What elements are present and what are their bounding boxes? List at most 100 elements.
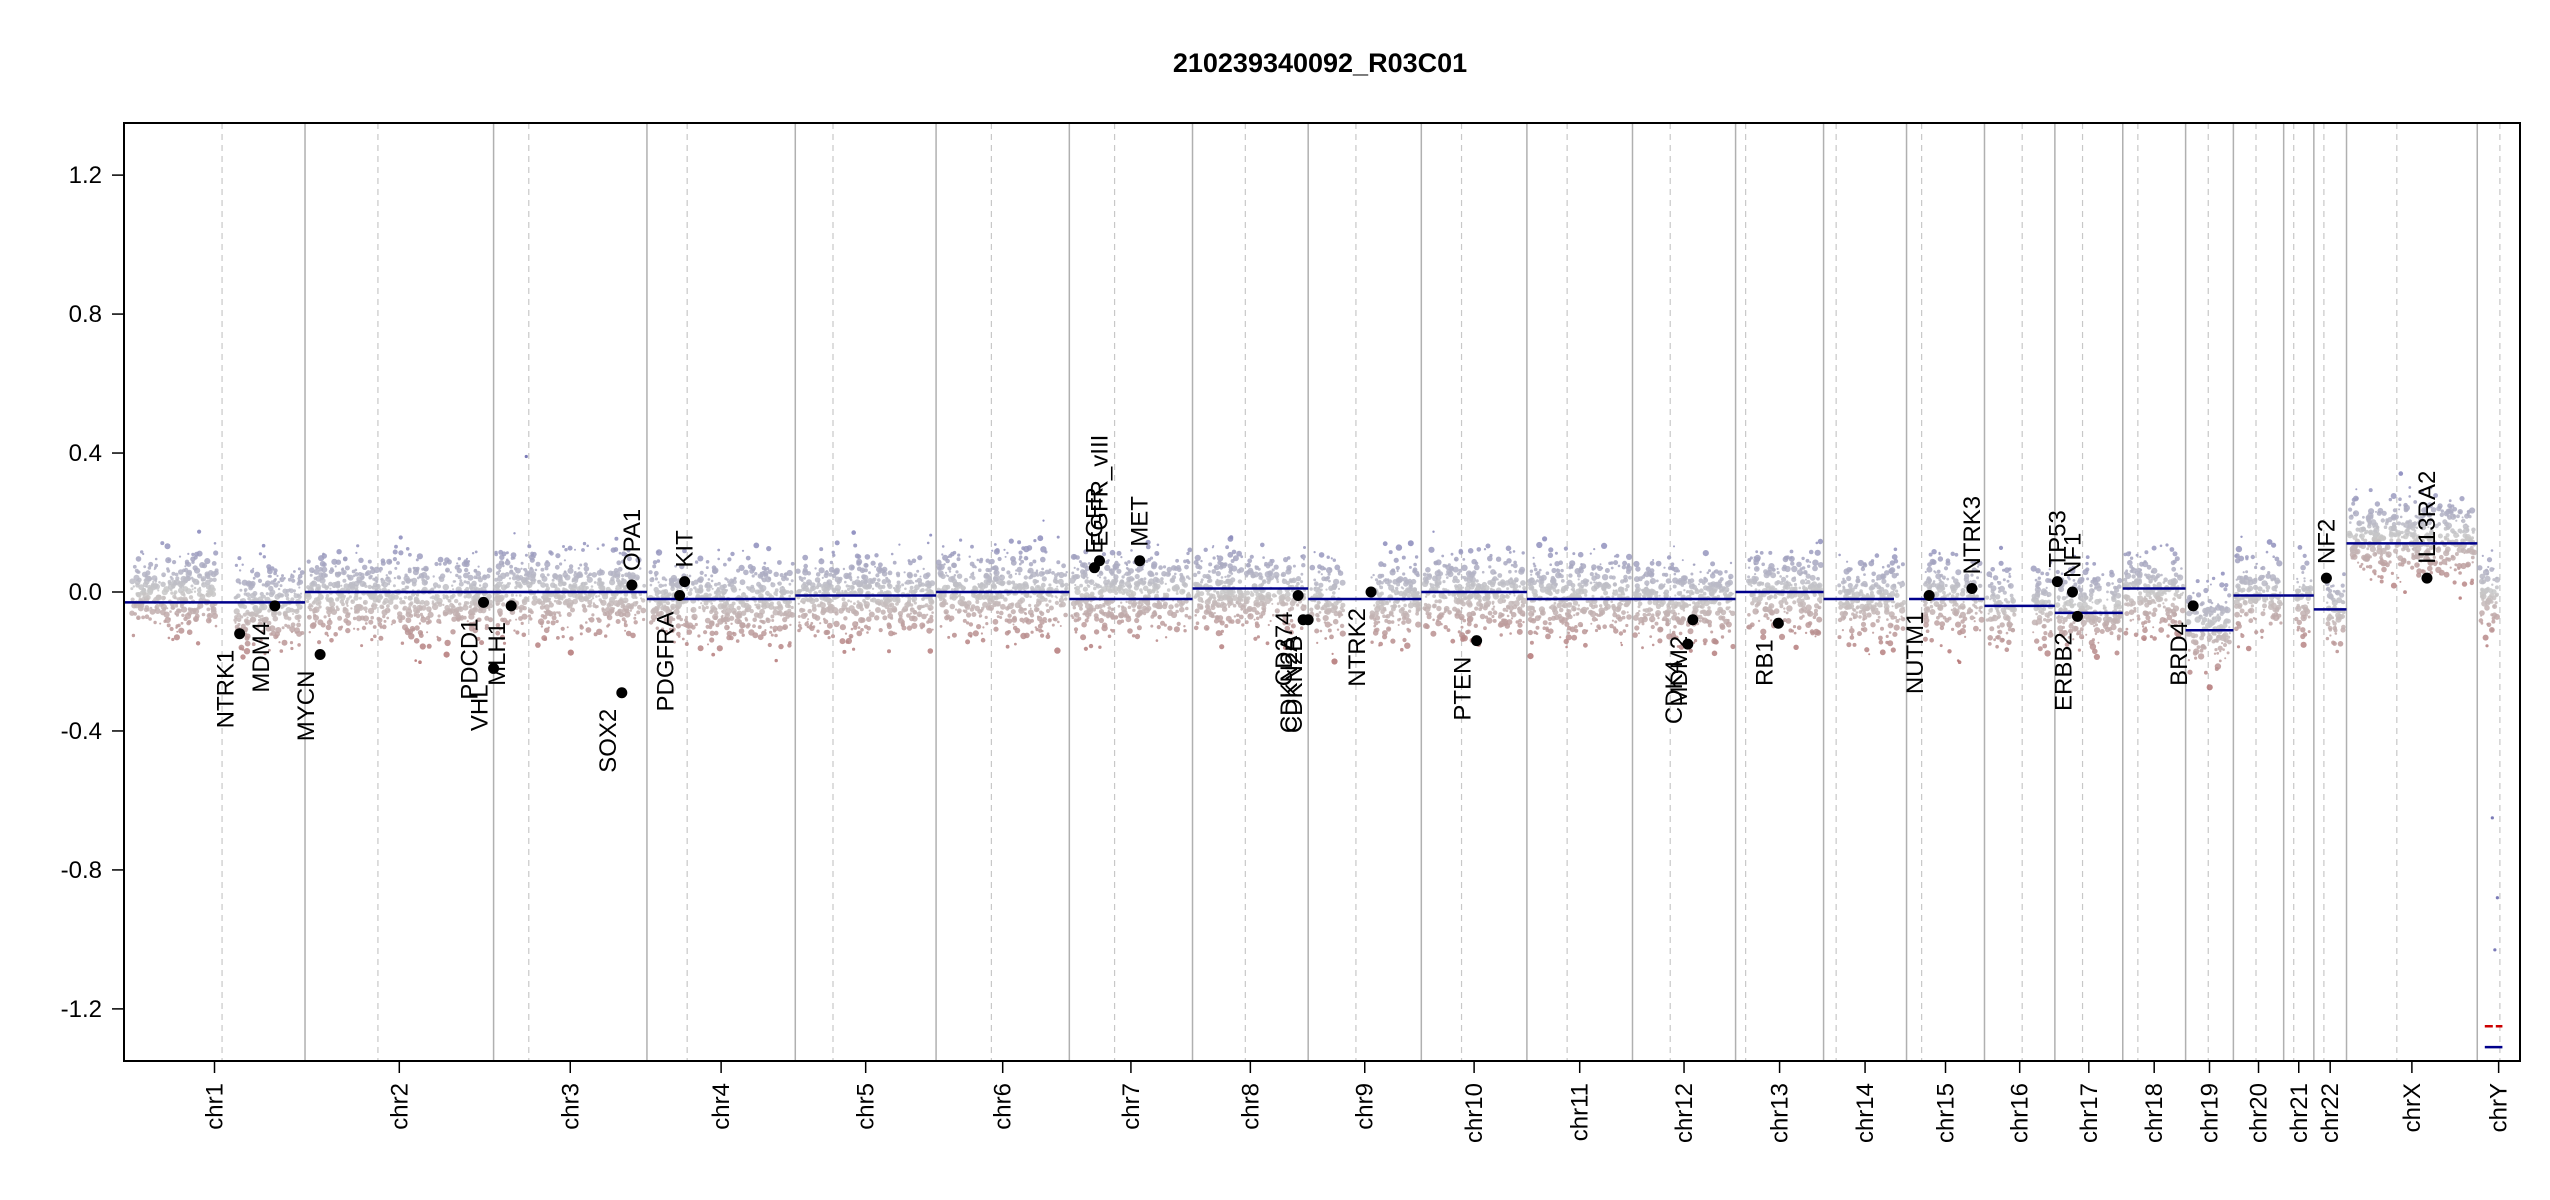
probe-point: [1425, 567, 1431, 573]
probe-point: [869, 598, 874, 603]
probe-point: [299, 592, 303, 595]
probe-point: [632, 576, 635, 580]
probe-point: [379, 625, 383, 629]
probe-point: [962, 609, 966, 612]
probe-point: [672, 577, 677, 583]
probe-point: [1084, 579, 1090, 584]
probe-point: [498, 614, 502, 617]
probe-point: [386, 576, 390, 579]
probe-point: [166, 623, 171, 628]
probe-point: [1595, 618, 1598, 621]
probe-point: [132, 564, 137, 569]
probe-point: [1240, 604, 1246, 610]
probe-point: [500, 617, 505, 622]
probe-point: [1134, 633, 1141, 640]
probe-point: [1212, 556, 1216, 560]
probe-point: [1080, 634, 1087, 641]
probe-point: [571, 580, 574, 583]
probe-point: [1318, 592, 1323, 597]
probe-point: [1323, 567, 1327, 571]
probe-point: [1000, 603, 1006, 610]
probe-point: [819, 622, 822, 625]
probe-point: [242, 612, 247, 617]
probe-point: [277, 587, 281, 591]
probe-point: [1386, 626, 1392, 632]
probe-point: [877, 578, 881, 582]
probe-point: [158, 581, 161, 584]
probe-point: [467, 571, 471, 575]
probe-point: [1007, 630, 1011, 634]
probe-point: [756, 605, 761, 610]
probe-point: [408, 602, 413, 607]
probe-point: [1285, 580, 1291, 586]
probe-point: [999, 616, 1003, 619]
probe-point: [971, 576, 976, 580]
probe-point: [593, 581, 597, 584]
probe-point: [212, 577, 217, 582]
probe-point: [949, 603, 956, 610]
probe-point: [191, 588, 194, 591]
probe-point: [854, 553, 860, 559]
probe-point: [390, 623, 393, 626]
probe-point: [745, 555, 751, 561]
probe-point: [414, 625, 420, 631]
probe-point: [1228, 589, 1234, 596]
probe-point: [1458, 568, 1463, 573]
probe-point: [941, 545, 945, 548]
probe-point: [1024, 607, 1027, 611]
probe-point: [1140, 577, 1144, 582]
probe-point: [903, 571, 906, 574]
probe-point: [637, 604, 642, 610]
probe-point: [715, 623, 720, 628]
probe-point: [518, 594, 522, 597]
probe-point: [1060, 595, 1064, 599]
probe-point: [953, 594, 957, 597]
probe-point: [334, 582, 340, 588]
probe-point: [404, 629, 411, 636]
probe-point: [1174, 603, 1179, 608]
probe-point: [911, 622, 918, 630]
probe-point: [370, 615, 375, 620]
probe-point: [1064, 586, 1069, 590]
probe-point: [927, 582, 932, 586]
probe-point: [1474, 606, 1479, 611]
probe-point: [698, 576, 704, 583]
probe-point: [1395, 544, 1403, 551]
probe-point: [1033, 539, 1037, 543]
probe-point: [928, 607, 932, 611]
probe-point: [363, 601, 367, 605]
probe-point: [237, 556, 242, 561]
probe-point: [548, 600, 552, 605]
probe-point: [1509, 632, 1512, 635]
probe-point: [1030, 619, 1034, 623]
probe-point: [660, 589, 667, 596]
probe-point: [1267, 623, 1270, 627]
probe-point: [823, 629, 829, 636]
probe-point: [913, 573, 918, 578]
probe-point: [133, 612, 137, 616]
probe-point: [268, 591, 274, 598]
probe-point: [1422, 572, 1427, 577]
probe-point: [137, 570, 141, 574]
probe-point: [881, 566, 888, 573]
probe-point: [1330, 557, 1333, 560]
probe-point: [1487, 555, 1493, 562]
probe-point: [149, 606, 153, 610]
probe-point: [209, 577, 214, 583]
probe-point: [306, 559, 311, 564]
probe-point: [1056, 585, 1059, 588]
probe-point: [197, 529, 202, 534]
probe-point: [720, 615, 724, 619]
probe-point: [404, 573, 408, 577]
probe-point: [397, 576, 402, 580]
probe-point: [1540, 580, 1543, 584]
probe-point: [1125, 600, 1128, 604]
probe-point: [922, 567, 925, 571]
probe-point: [243, 588, 248, 592]
probe-point: [574, 548, 576, 551]
probe-point: [393, 604, 399, 610]
probe-point: [685, 621, 689, 625]
probe-point: [1054, 647, 1061, 654]
probe-point: [1545, 633, 1551, 640]
probe-point: [1319, 629, 1323, 633]
